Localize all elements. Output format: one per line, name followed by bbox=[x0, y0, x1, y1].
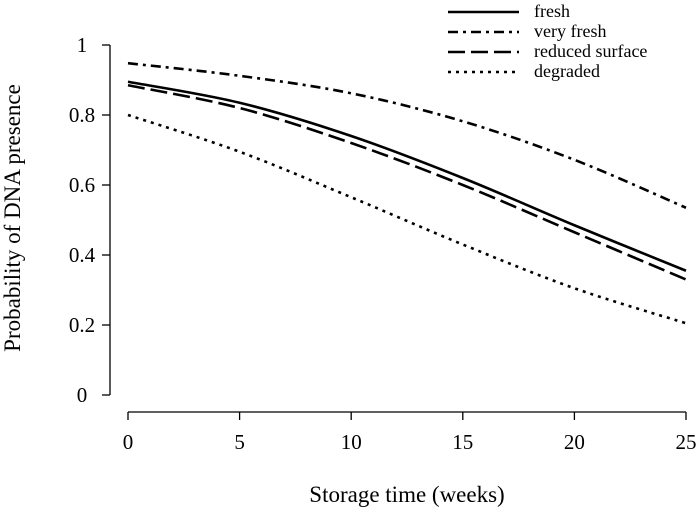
axes: 0 5 10 15 20 25 0 0.2 0.4 0.6 0.8 1 bbox=[69, 33, 697, 454]
x-tick-label: 10 bbox=[341, 430, 362, 454]
legend-label: reduced surface bbox=[534, 41, 647, 61]
series-line-reduced-surface bbox=[127, 83, 687, 281]
y-tick-label: 0.8 bbox=[69, 103, 95, 127]
series-line-very-fresh bbox=[127, 61, 687, 209]
x-tick-label: 0 bbox=[123, 430, 134, 454]
y-tick-label: 1 bbox=[77, 33, 88, 57]
series-line-degraded bbox=[127, 113, 687, 325]
x-axis-title: Storage time (weeks) bbox=[309, 482, 504, 507]
y-tick-label: 0.6 bbox=[69, 173, 95, 197]
y-axis-title: Probability of DNA presence bbox=[0, 84, 25, 352]
x-tick-label: 25 bbox=[676, 430, 697, 454]
legend-label: degraded bbox=[534, 61, 600, 81]
x-tick-label: 20 bbox=[564, 430, 585, 454]
legend-label: very fresh bbox=[534, 21, 606, 41]
y-tick-label: 0.2 bbox=[69, 313, 95, 337]
series-lines bbox=[127, 61, 687, 325]
legend-label: fresh bbox=[534, 1, 570, 21]
x-tick-label: 15 bbox=[452, 430, 473, 454]
y-tick-label: 0 bbox=[77, 383, 88, 407]
series-line-fresh bbox=[127, 80, 687, 272]
y-tick-label: 0.4 bbox=[69, 243, 96, 267]
x-tick-label: 5 bbox=[234, 430, 245, 454]
